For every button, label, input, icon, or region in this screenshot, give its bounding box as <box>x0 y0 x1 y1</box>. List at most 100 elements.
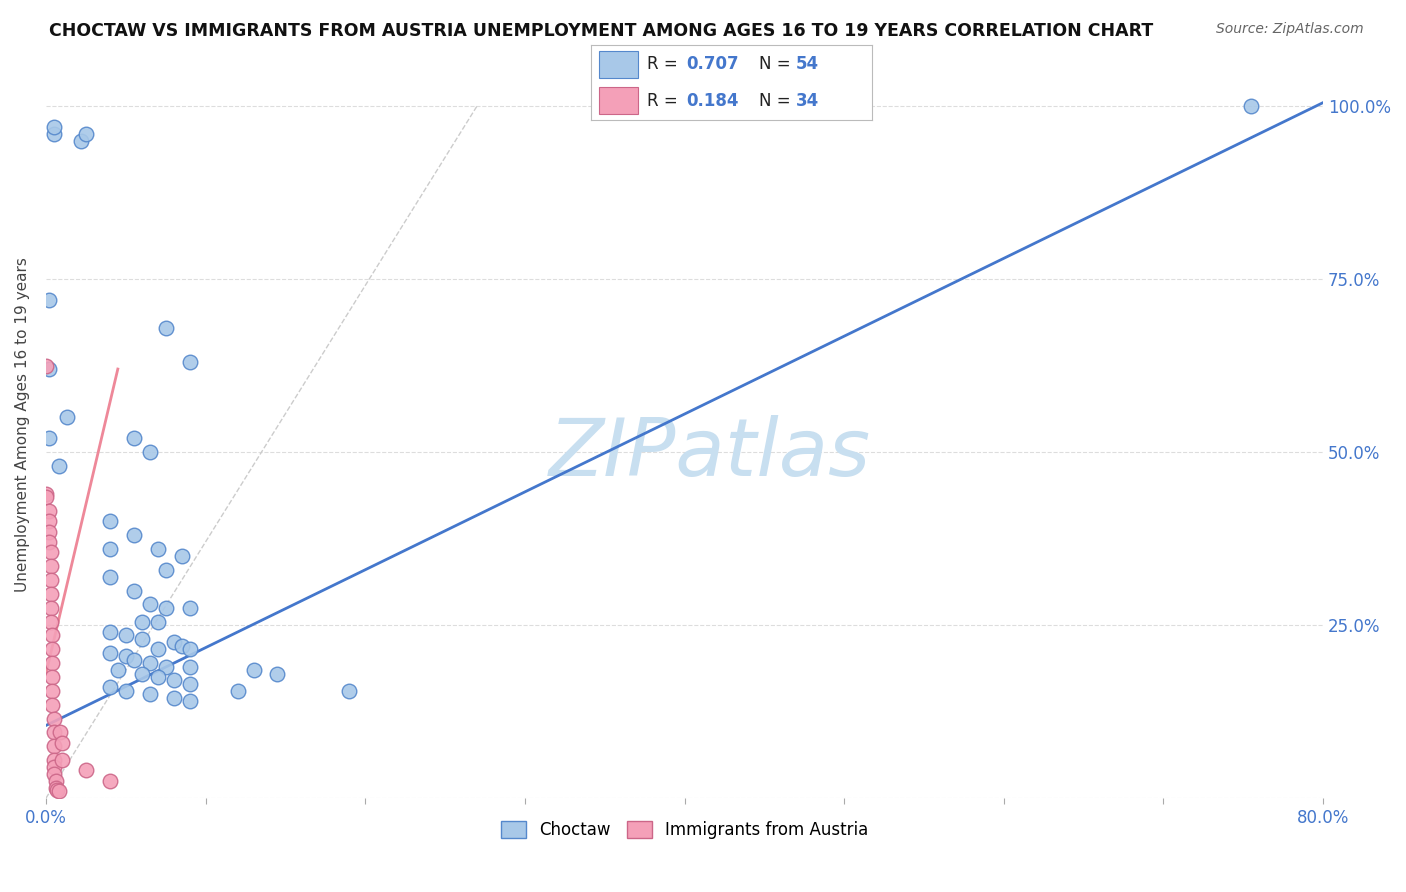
Point <box>42 753 65 767</box>
Point <box>242 663 264 677</box>
Point <box>226 684 249 698</box>
Point <box>41 698 63 712</box>
Y-axis label: Unemployment Among Ages 16 to 19 years: Unemployment Among Ages 16 to 19 years <box>15 257 30 592</box>
Point <box>155 320 177 334</box>
Point <box>98 646 121 660</box>
Point <box>122 583 145 598</box>
Point <box>41 642 63 657</box>
Point <box>146 615 169 629</box>
Point <box>49 725 72 739</box>
Point <box>48 784 70 798</box>
Point <box>51 753 73 767</box>
Point <box>122 528 145 542</box>
Point <box>179 694 201 708</box>
Point <box>75 764 97 778</box>
Point <box>146 541 169 556</box>
Point <box>170 549 193 563</box>
Point <box>114 649 136 664</box>
Point <box>179 677 201 691</box>
Point <box>42 760 65 774</box>
Point <box>170 639 193 653</box>
Text: ZIPatlas: ZIPatlas <box>548 416 872 493</box>
Point <box>122 653 145 667</box>
Point <box>51 736 73 750</box>
Point <box>131 666 153 681</box>
Point <box>139 598 162 612</box>
Point <box>131 615 153 629</box>
Point <box>146 642 169 657</box>
Point <box>266 666 288 681</box>
Bar <box>599 51 638 78</box>
Point <box>38 514 60 528</box>
Point <box>42 120 65 134</box>
Point <box>35 490 58 504</box>
Point <box>107 663 129 677</box>
Point <box>41 656 63 670</box>
Text: 34: 34 <box>796 92 820 110</box>
Point <box>155 600 177 615</box>
Point <box>41 628 63 642</box>
Point <box>55 410 77 425</box>
Point <box>35 359 58 373</box>
Point <box>179 642 201 657</box>
Point <box>98 773 121 788</box>
Point <box>163 690 186 705</box>
Point <box>46 782 69 797</box>
Point <box>42 712 65 726</box>
Text: N =: N = <box>759 55 796 73</box>
Point <box>179 355 201 369</box>
Point <box>39 587 62 601</box>
Point <box>42 767 65 781</box>
Point <box>38 362 60 376</box>
Point <box>42 127 65 141</box>
Point <box>98 514 121 528</box>
Point <box>39 573 62 587</box>
Text: R =: R = <box>647 92 683 110</box>
Point <box>179 659 201 673</box>
Point <box>179 600 201 615</box>
Point <box>163 635 186 649</box>
Point <box>39 615 62 629</box>
Point <box>139 445 162 459</box>
Point <box>39 559 62 574</box>
Point <box>139 687 162 701</box>
Point <box>38 293 60 307</box>
Bar <box>599 87 638 114</box>
Point <box>98 681 121 695</box>
Legend: Choctaw, Immigrants from Austria: Choctaw, Immigrants from Austria <box>494 814 876 846</box>
Text: CHOCTAW VS IMMIGRANTS FROM AUSTRIA UNEMPLOYMENT AMONG AGES 16 TO 19 YEARS CORREL: CHOCTAW VS IMMIGRANTS FROM AUSTRIA UNEMP… <box>49 22 1153 40</box>
Text: Source: ZipAtlas.com: Source: ZipAtlas.com <box>1216 22 1364 37</box>
Point <box>114 684 136 698</box>
Point <box>98 625 121 640</box>
Point <box>131 632 153 646</box>
Point <box>39 545 62 559</box>
Point <box>75 127 97 141</box>
Point <box>98 541 121 556</box>
Point <box>41 670 63 684</box>
Point <box>155 659 177 673</box>
Point <box>38 535 60 549</box>
Point <box>146 670 169 684</box>
Point <box>122 431 145 445</box>
Point <box>39 600 62 615</box>
Point <box>38 504 60 518</box>
Point <box>41 684 63 698</box>
Text: 0.707: 0.707 <box>686 55 738 73</box>
Text: N =: N = <box>759 92 796 110</box>
Point <box>45 773 67 788</box>
Point <box>38 524 60 539</box>
Point <box>1240 99 1263 113</box>
Text: R =: R = <box>647 55 683 73</box>
Point <box>38 431 60 445</box>
Point <box>42 739 65 754</box>
Point <box>114 628 136 642</box>
Point <box>155 563 177 577</box>
Text: 0.184: 0.184 <box>686 92 738 110</box>
Point <box>35 486 58 500</box>
Text: 54: 54 <box>796 55 818 73</box>
Point <box>45 780 67 795</box>
Point <box>42 725 65 739</box>
Point <box>48 458 70 473</box>
Point <box>163 673 186 688</box>
Point <box>98 569 121 583</box>
